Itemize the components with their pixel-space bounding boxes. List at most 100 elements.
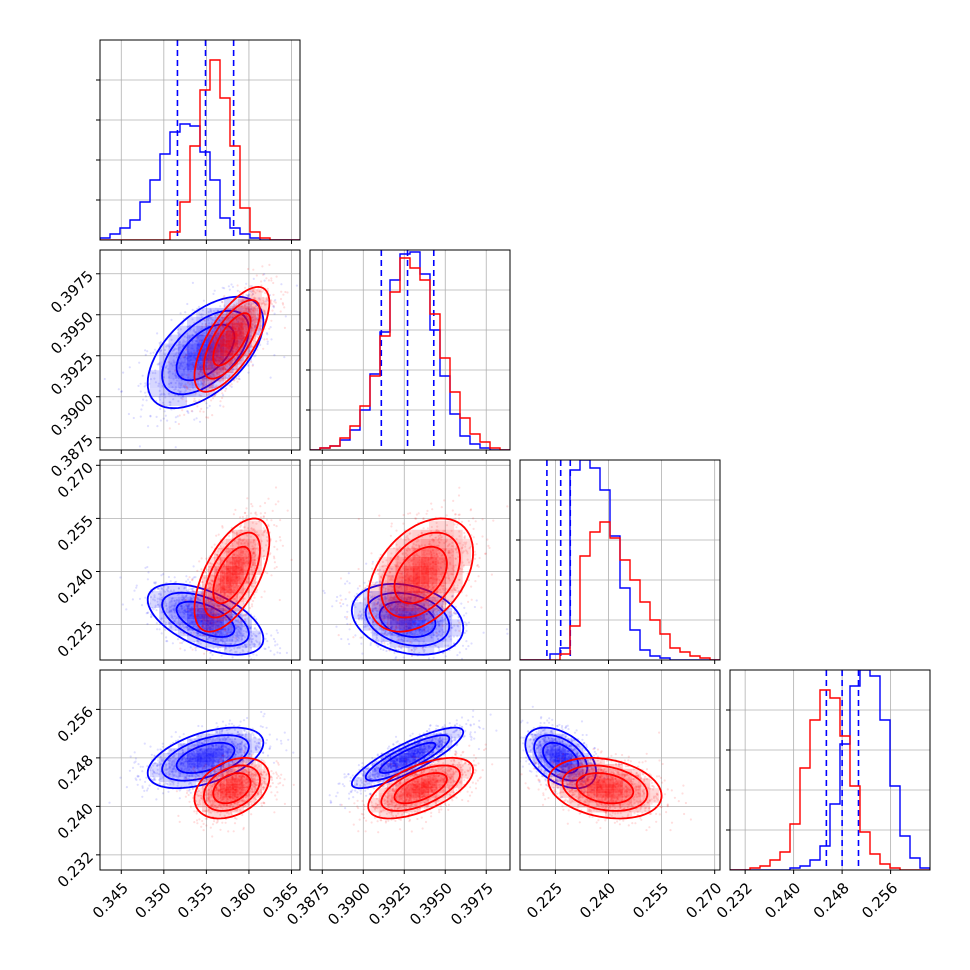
sample-point (253, 324, 256, 327)
sample-point (231, 656, 234, 659)
sample-point (245, 540, 248, 543)
sample-point (245, 581, 248, 584)
density-cell (213, 611, 220, 621)
sample-point (185, 626, 188, 629)
density-cell (233, 619, 243, 625)
sample-point (206, 608, 209, 611)
density-cell (219, 314, 226, 323)
sample-point (346, 610, 349, 613)
sample-point (211, 563, 214, 566)
sample-point (253, 539, 256, 542)
sample-point (229, 642, 232, 646)
sample-point (255, 639, 258, 642)
sample-point (232, 368, 235, 371)
sample-point (144, 566, 147, 570)
sample-point (196, 632, 199, 635)
sample-point (263, 310, 266, 313)
histogram-blue-1 (310, 251, 510, 450)
sample-point (259, 343, 262, 347)
sample-point (265, 518, 269, 521)
sample-point (207, 360, 210, 363)
sample-point (117, 388, 120, 391)
sample-point (187, 411, 190, 415)
sample-point (203, 353, 206, 356)
sample-point (216, 647, 220, 650)
sample-point (239, 516, 242, 519)
sample-point (253, 531, 256, 534)
sample-point (262, 289, 265, 292)
sample-point (177, 400, 180, 403)
sample-point (182, 339, 185, 342)
sample-point (233, 303, 236, 306)
sample-point (186, 410, 189, 413)
sample-point (221, 526, 224, 529)
sample-point (199, 619, 202, 622)
sample-point (429, 603, 432, 606)
sample-point (196, 614, 199, 617)
sample-point (156, 332, 159, 335)
sample-point (233, 642, 237, 645)
sample-point (156, 600, 159, 603)
sample-point (174, 353, 177, 356)
sample-point (261, 533, 264, 536)
sample-point (195, 402, 199, 405)
sample-point (172, 359, 175, 362)
sample-point (248, 293, 251, 296)
density-cell (261, 297, 268, 306)
sample-point (437, 623, 440, 627)
density-cell (177, 607, 188, 614)
density-cell (177, 630, 188, 637)
density-cell (159, 388, 169, 398)
density-cell (243, 322, 250, 331)
sample-point (375, 636, 378, 639)
sample-point (237, 542, 240, 546)
sample-point (255, 318, 258, 321)
sample-point (250, 527, 253, 530)
density-cell (177, 325, 188, 335)
sample-point (198, 385, 201, 388)
density-cell (224, 624, 234, 631)
sample-point (243, 602, 246, 605)
sample-point (227, 285, 230, 288)
sample-point (191, 341, 194, 344)
sample-point (174, 388, 177, 391)
sample-point (212, 612, 215, 615)
sample-point (300, 665, 302, 667)
sample-point (176, 593, 179, 596)
density-cell (168, 352, 178, 362)
sample-point (187, 603, 190, 606)
sample-point (231, 316, 234, 319)
sample-point (260, 316, 263, 319)
sample-point (200, 313, 203, 316)
sample-point (158, 350, 161, 353)
sample-point (383, 631, 387, 635)
sample-point (424, 645, 427, 649)
sample-point (225, 609, 228, 613)
sample-point (200, 313, 203, 316)
sample-point (198, 420, 202, 423)
sample-point (230, 627, 233, 630)
sample-point (442, 630, 445, 634)
sample-point (218, 319, 221, 322)
sample-point (228, 605, 231, 609)
sample-point (224, 368, 227, 371)
sample-point (253, 297, 257, 300)
sample-point (244, 645, 247, 648)
contour-red (193, 285, 271, 393)
sample-point (175, 620, 178, 623)
density-cell (205, 307, 215, 317)
sample-point (375, 616, 378, 620)
sample-point (253, 556, 256, 559)
sample-point (191, 579, 194, 582)
sample-point (235, 377, 238, 380)
density-cell (207, 584, 214, 594)
sample-point (460, 657, 464, 660)
sample-point (268, 327, 271, 330)
density-cell (159, 602, 169, 608)
sample-point (256, 318, 259, 321)
sample-point (210, 598, 213, 601)
sample-point (400, 647, 403, 650)
sample-point (175, 599, 178, 602)
sample-point (210, 579, 213, 582)
sample-point (174, 394, 177, 397)
